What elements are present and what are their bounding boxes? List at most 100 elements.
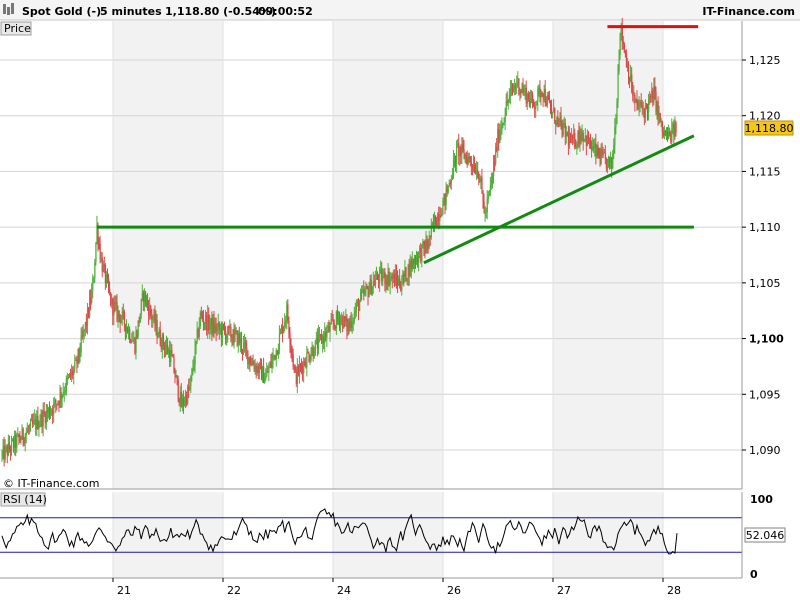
- candle-body: [239, 338, 242, 343]
- candle-body: [601, 149, 603, 156]
- candle-body: [352, 321, 354, 324]
- candle-body: [575, 146, 577, 148]
- candle-body: [284, 322, 286, 327]
- x-tick-label: 21: [117, 584, 131, 597]
- candle-body: [437, 214, 439, 226]
- candle-body: [189, 386, 191, 390]
- candle-body: [326, 330, 328, 338]
- candle-body: [42, 410, 44, 427]
- candle-body: [510, 87, 513, 89]
- candle-body: [218, 322, 220, 330]
- candle-body: [85, 321, 88, 326]
- candle-body: [360, 291, 362, 302]
- candle-body: [599, 155, 601, 164]
- candle-body: [148, 305, 150, 317]
- candle-body: [537, 88, 539, 102]
- candle-body: [512, 87, 514, 91]
- candle-body: [517, 78, 519, 85]
- x-tick-label: 26: [447, 584, 461, 597]
- candle-body: [38, 425, 40, 429]
- candle-body: [413, 257, 416, 264]
- candle-body: [188, 386, 190, 390]
- candle-body: [212, 320, 214, 334]
- candle-body: [240, 338, 243, 350]
- candle-body: [177, 379, 179, 399]
- candle-body: [419, 248, 421, 252]
- day-shade: [113, 21, 223, 489]
- candle-body: [393, 273, 396, 286]
- candle-body: [122, 311, 124, 313]
- candle-body: [190, 375, 192, 387]
- candle-body: [207, 314, 209, 331]
- candle-body: [114, 302, 116, 305]
- candle-body: [231, 338, 233, 340]
- candle-body: [580, 135, 582, 140]
- candle-body: [191, 369, 193, 376]
- rsi-panel: [0, 492, 743, 579]
- candle-body: [238, 333, 241, 343]
- candle-body: [595, 143, 597, 157]
- candle-body: [35, 419, 37, 430]
- candle-body: [516, 84, 518, 87]
- candle-body: [301, 365, 303, 368]
- candle-body: [502, 122, 504, 125]
- candle-body: [127, 327, 129, 333]
- candle-body: [445, 188, 447, 205]
- candle-body: [34, 419, 36, 421]
- day-shade: [333, 21, 443, 489]
- y-tick-label: 1,100: [749, 333, 784, 346]
- candle-body: [359, 301, 361, 312]
- candle-body: [263, 366, 265, 384]
- candle-body: [522, 87, 524, 93]
- candle-body: [50, 412, 52, 416]
- candle-body: [411, 258, 413, 269]
- candle-body: [504, 115, 506, 122]
- candle-body: [149, 306, 151, 317]
- candle-body: [644, 104, 647, 118]
- candle-body: [83, 329, 85, 331]
- candle-body: [500, 129, 502, 133]
- candle-body: [385, 280, 387, 285]
- candle-body: [642, 108, 644, 110]
- candle-body: [260, 363, 263, 380]
- candle-body: [289, 333, 291, 344]
- candle-body: [555, 122, 557, 125]
- candle-body: [568, 135, 571, 146]
- candle-body: [314, 340, 316, 356]
- candle-body: [381, 269, 383, 282]
- candle-body: [379, 269, 381, 283]
- candle-body: [534, 105, 536, 110]
- candle-body: [112, 298, 114, 316]
- candle-body: [51, 410, 53, 413]
- candle-body: [349, 321, 351, 327]
- candle-body: [386, 280, 388, 286]
- candle-body: [158, 329, 160, 337]
- candle-body: [315, 338, 318, 341]
- candle-body: [197, 329, 199, 337]
- candle-body: [199, 312, 201, 327]
- candle-body: [298, 365, 301, 376]
- candle-body: [461, 144, 463, 155]
- candle-body: [565, 132, 567, 137]
- candle-body: [551, 108, 553, 114]
- candle-body: [39, 422, 41, 426]
- candle-body: [194, 345, 196, 365]
- candle-body: [553, 108, 555, 112]
- candle-body: [448, 183, 450, 186]
- rsi-panel-label: RSI (14): [3, 493, 47, 506]
- candle-body: [420, 248, 422, 262]
- candle-body: [603, 152, 605, 154]
- candle-body: [305, 364, 307, 368]
- candle-body: [312, 347, 314, 357]
- candle-body: [82, 330, 84, 337]
- candle-body: [221, 324, 224, 338]
- candle-body: [32, 420, 34, 424]
- candle-body: [81, 335, 83, 337]
- candle-body: [14, 435, 16, 448]
- candle-body: [171, 349, 173, 356]
- candle-body: [76, 359, 78, 364]
- candle-body: [97, 224, 99, 244]
- rsi-y-tick-label: 100: [750, 493, 773, 506]
- candle-body: [466, 157, 468, 165]
- candle-body: [101, 258, 103, 272]
